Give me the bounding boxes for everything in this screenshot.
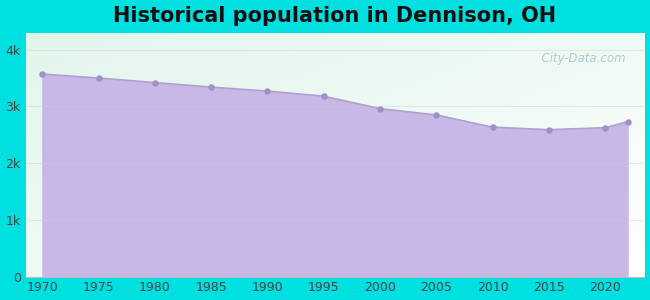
Point xyxy=(622,119,632,124)
Point xyxy=(263,89,273,94)
Text: City-Data.com: City-Data.com xyxy=(534,52,626,65)
Point xyxy=(600,125,610,130)
Point xyxy=(543,127,554,132)
Point xyxy=(488,125,498,130)
Point xyxy=(150,80,160,85)
Point xyxy=(94,76,104,80)
Point xyxy=(318,94,329,99)
Point xyxy=(375,106,385,111)
Point xyxy=(37,72,47,76)
Point xyxy=(431,112,441,117)
Title: Historical population in Dennison, OH: Historical population in Dennison, OH xyxy=(114,6,556,26)
Point xyxy=(206,85,216,89)
